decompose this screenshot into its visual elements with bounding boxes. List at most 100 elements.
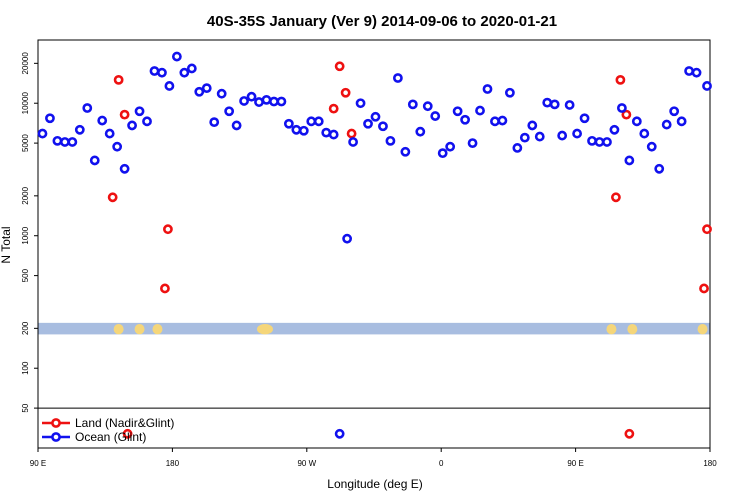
y-tick-label: 5000: [21, 134, 30, 152]
ocean-point: [313, 116, 324, 127]
ocean-point: [579, 113, 590, 124]
ocean-point: [370, 111, 381, 122]
ocean-point: [224, 106, 235, 117]
data-points: [37, 51, 712, 439]
ocean-point: [216, 88, 227, 99]
ocean-point: [298, 125, 309, 136]
land-point: [346, 128, 357, 139]
x-tick-label: 90 E: [30, 459, 46, 468]
ocean-point: [328, 129, 339, 140]
land-mass: [697, 324, 708, 335]
ocean-point: [504, 87, 515, 98]
ocean-point: [430, 111, 441, 121]
land-point: [328, 103, 339, 114]
ocean-point: [348, 137, 358, 147]
map-band: [38, 322, 710, 335]
ocean-point: [342, 233, 353, 244]
ocean-point: [415, 126, 426, 137]
ocean-point: [112, 141, 123, 152]
ocean-point: [164, 81, 175, 91]
y-tick-label: 50: [21, 403, 30, 412]
ocean-point: [422, 101, 433, 112]
ocean-point: [691, 67, 702, 78]
legend-marker: [51, 418, 61, 428]
ocean-point: [134, 106, 145, 117]
land-point: [624, 428, 635, 439]
ocean-point: [702, 81, 712, 91]
x-axis-label: Longitude (deg E): [327, 477, 422, 491]
land-mass: [627, 324, 638, 335]
ocean-point: [142, 116, 152, 127]
ocean-point: [631, 116, 642, 127]
ocean-point: [104, 128, 115, 139]
ocean-point: [194, 86, 205, 97]
ocean-point: [684, 66, 694, 76]
ocean-point: [149, 66, 160, 76]
ocean-point: [74, 124, 85, 135]
legend: Land (Nadir&Glint)Ocean (Glint): [42, 416, 174, 444]
ocean-point: [363, 118, 373, 129]
land-mass: [134, 324, 145, 335]
land-point: [160, 283, 170, 294]
ocean-point: [654, 163, 665, 174]
x-tick-label: 90 W: [297, 459, 316, 468]
ocean-point: [669, 106, 680, 117]
ocean-point: [616, 103, 627, 113]
ocean-point: [452, 106, 463, 117]
ocean-point: [186, 63, 197, 74]
ocean-point: [639, 128, 650, 139]
ocean-point: [460, 114, 470, 125]
y-axis-label: N Total: [0, 226, 13, 263]
ocean-point: [437, 148, 448, 159]
ocean-band: [38, 322, 710, 335]
land-point: [113, 74, 124, 85]
ocean-point: [269, 96, 279, 107]
ocean-point: [231, 120, 242, 131]
ocean-point: [549, 99, 560, 110]
land-point: [119, 109, 130, 120]
ocean-point: [594, 137, 605, 147]
land-point: [611, 192, 621, 203]
ocean-point: [475, 105, 485, 116]
y-tick-label: 100: [21, 361, 30, 375]
y-tick-label: 200: [21, 321, 30, 335]
ocean-point: [445, 141, 456, 152]
ocean-point: [261, 94, 272, 105]
ocean-point: [534, 131, 545, 142]
ocean-point: [490, 116, 500, 127]
ocean-point: [283, 118, 294, 129]
ocean-point: [497, 115, 508, 126]
ocean-point: [201, 83, 212, 94]
legend-label: Ocean (Glint): [75, 430, 146, 444]
ocean-point: [407, 99, 418, 110]
x-tick-label: 0: [439, 459, 444, 468]
ocean-point: [519, 132, 530, 143]
ocean-point: [52, 135, 63, 146]
ocean-point: [512, 143, 523, 153]
ocean-point: [127, 120, 137, 131]
ocean-point: [572, 128, 582, 139]
x-axis: 90 E 180 90 W 0 90 E 180: [30, 448, 717, 468]
land-mass: [152, 324, 163, 335]
ocean-point: [482, 84, 493, 94]
land-mass: [606, 324, 617, 335]
ocean-point: [527, 120, 538, 131]
ocean-point: [392, 73, 403, 83]
ocean-point: [661, 119, 672, 130]
x-tick-label: 180: [703, 459, 717, 468]
land-point: [107, 192, 118, 203]
land-point: [702, 224, 712, 235]
y-tick-label: 2000: [21, 186, 30, 204]
land-mass: [256, 324, 273, 335]
ocean-point: [400, 146, 411, 157]
ocean-point: [564, 100, 575, 110]
ocean-point: [97, 115, 108, 126]
ocean-point: [624, 155, 635, 166]
y-axis: 50 100 200 500 1000 2000 5000 10000 20000: [21, 52, 38, 413]
ocean-point: [171, 51, 182, 62]
x-tick-label: 180: [166, 459, 180, 468]
ocean-point: [385, 135, 396, 146]
ocean-point: [587, 135, 597, 146]
ocean-point: [45, 113, 55, 124]
